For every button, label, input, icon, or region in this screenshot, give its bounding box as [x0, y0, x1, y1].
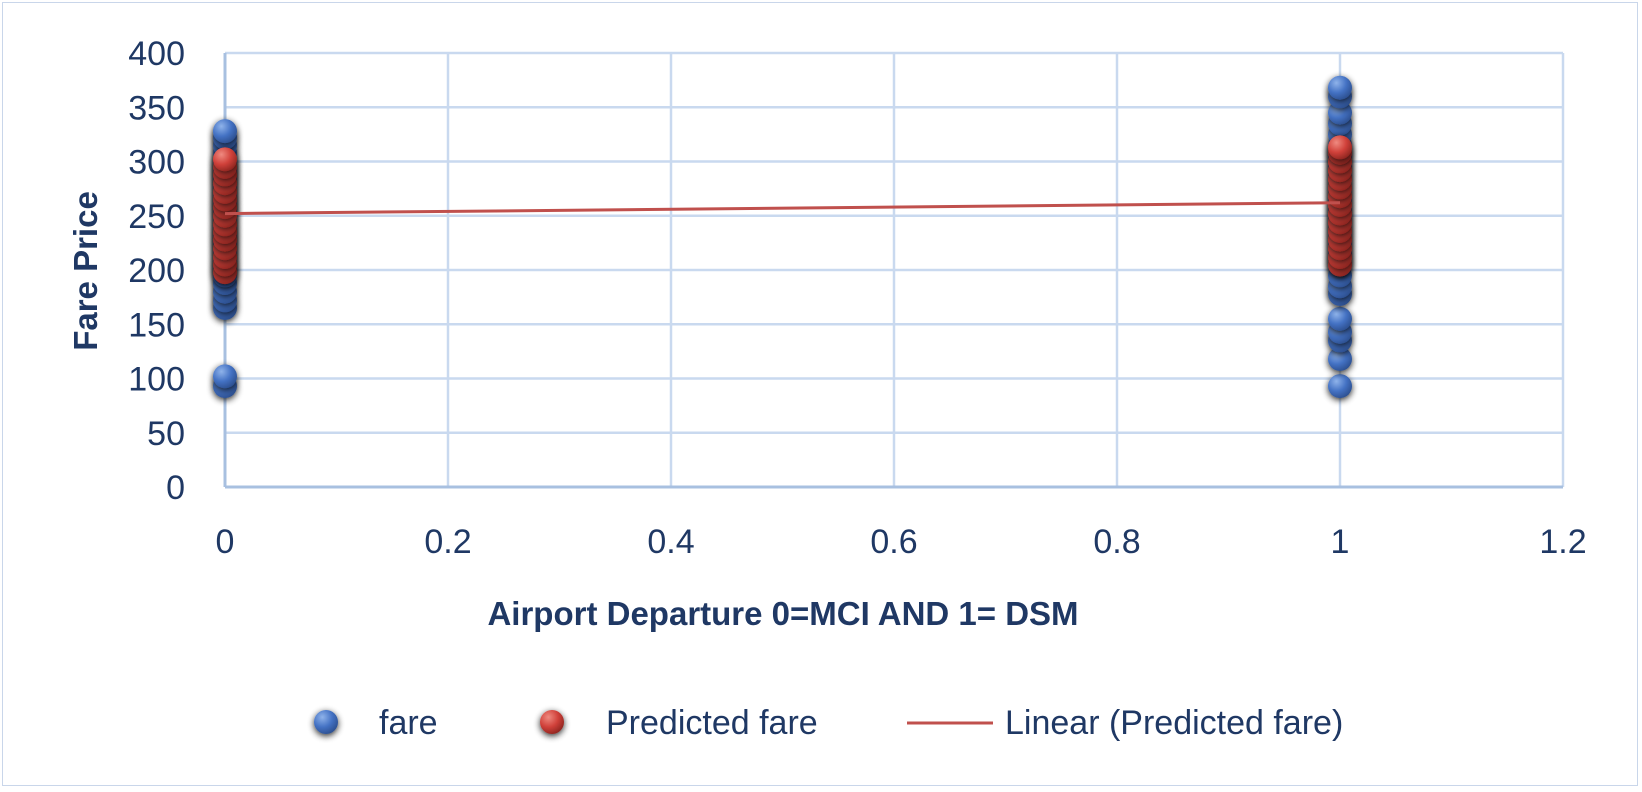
legend-item-linear-predicted-fare: Linear (Predicted fare) [907, 704, 1343, 742]
gridlines [223, 51, 1565, 489]
point-fare [213, 119, 237, 144]
x-tick-label: 1.2 [1539, 523, 1586, 561]
x-axis-title: Airport Departure 0=MCI AND 1= DSM [487, 595, 1078, 632]
x-tick-label: 0 [216, 523, 235, 561]
y-tick-label: 50 [147, 415, 185, 453]
y-tick-label: 100 [128, 361, 185, 399]
series-fare [213, 75, 1352, 399]
y-tick-label: 150 [128, 306, 185, 344]
x-tick-label: 0.8 [1093, 523, 1140, 561]
y-tick-label: 0 [166, 469, 185, 507]
legend-item-predicted-fare: Predicted fare [540, 704, 818, 742]
point-fare [1328, 306, 1352, 331]
legend-label-linear-predicted-fare: Linear (Predicted fare) [1005, 704, 1343, 742]
point-fare [1328, 75, 1352, 100]
trendline [224, 201, 1341, 216]
scatter-chart: 0 50 100 150 200 250 300 350 400 0 0.2 0.4 0.6 0.8 1 1.… [67, 35, 1587, 742]
point-fare [1328, 374, 1352, 399]
y-tick-label: 250 [128, 198, 185, 236]
tick-labels: 0 50 100 150 200 250 300 350 400 0 0.2 0.4 0.6 0.8 1 1.… [128, 35, 1586, 561]
y-axis-title: Fare Price [67, 191, 104, 351]
legend-label-fare: fare [379, 704, 438, 742]
y-tick-label: 300 [128, 144, 185, 182]
point-fare [1328, 346, 1352, 371]
y-tick-label: 400 [128, 35, 185, 73]
point-predicted-fare [213, 147, 237, 172]
legend-label-predicted-fare: Predicted fare [606, 704, 818, 742]
point-predicted-fare [1328, 135, 1352, 160]
legend: fare Predicted fare Linear (Predicted fa… [314, 704, 1343, 742]
x-tick-label: 1 [1331, 523, 1350, 561]
x-tick-label: 0.4 [647, 523, 694, 561]
series-linear-predicted-fare [224, 201, 1341, 216]
y-tick-label: 350 [128, 89, 185, 127]
y-tick-label: 200 [128, 252, 185, 290]
series-predicted-fare [213, 135, 1352, 285]
x-tick-label: 0.2 [424, 523, 471, 561]
x-tick-label: 0.6 [870, 523, 917, 561]
legend-marker-predicted-fare [540, 710, 564, 734]
point-fare [213, 364, 237, 389]
legend-item-fare: fare [314, 704, 438, 742]
legend-marker-fare [314, 710, 338, 734]
